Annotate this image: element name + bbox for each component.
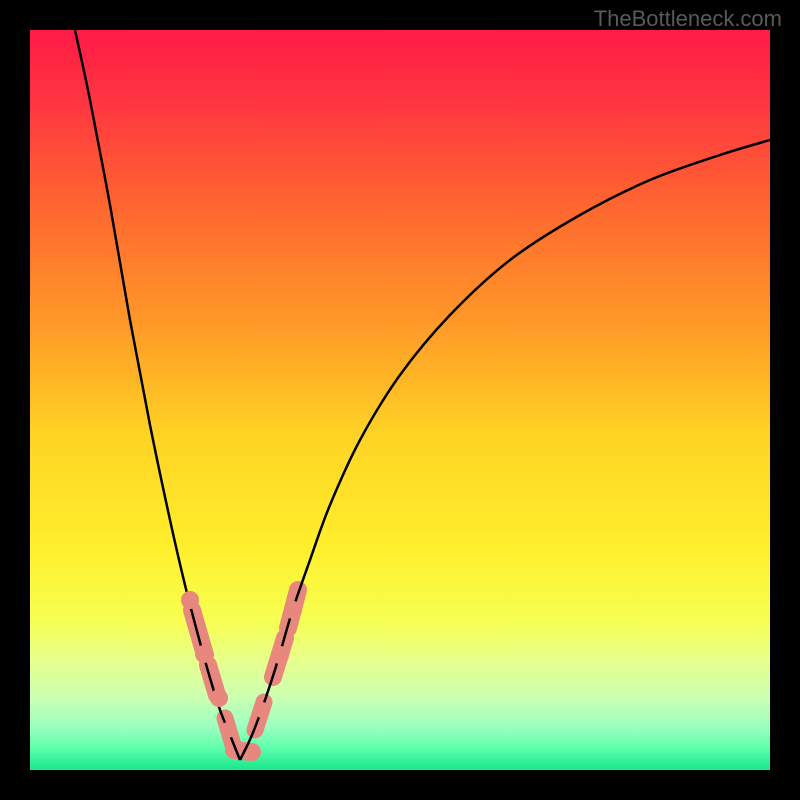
watermark-text: TheBottleneck.com	[594, 6, 782, 32]
gradient-background	[30, 30, 770, 770]
plot-area	[30, 30, 770, 770]
